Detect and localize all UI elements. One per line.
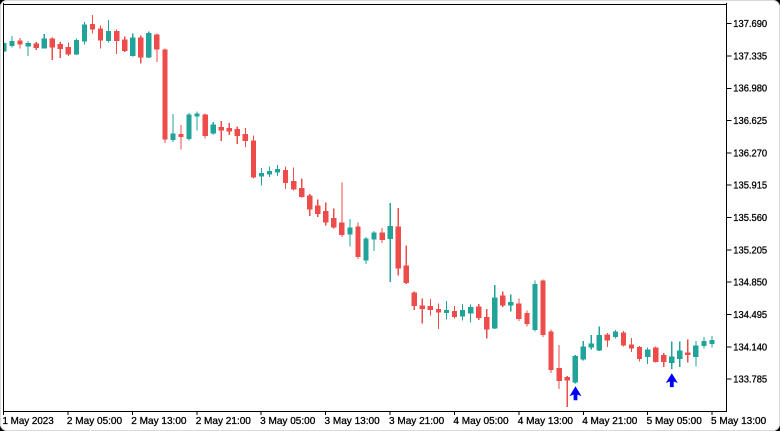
svg-text:5 May 13:00: 5 May 13:00 bbox=[711, 416, 766, 427]
svg-text:135.205: 135.205 bbox=[733, 245, 767, 256]
svg-text:1 May 2023: 1 May 2023 bbox=[3, 416, 54, 427]
svg-text:2 May 05:00: 2 May 05:00 bbox=[67, 416, 122, 427]
svg-text:4 May 21:00: 4 May 21:00 bbox=[582, 416, 637, 427]
svg-text:136.625: 136.625 bbox=[733, 116, 767, 127]
svg-text:2 May 21:00: 2 May 21:00 bbox=[196, 416, 251, 427]
svg-text:3 May 05:00: 3 May 05:00 bbox=[260, 416, 315, 427]
svg-text:136.980: 136.980 bbox=[733, 84, 767, 95]
svg-text:4 May 05:00: 4 May 05:00 bbox=[453, 416, 508, 427]
svg-text:134.850: 134.850 bbox=[733, 278, 767, 289]
svg-text:5 May 05:00: 5 May 05:00 bbox=[647, 416, 702, 427]
svg-text:137.690: 137.690 bbox=[733, 19, 767, 30]
svg-text:133.785: 133.785 bbox=[733, 375, 767, 386]
svg-text:137.335: 137.335 bbox=[733, 51, 767, 62]
svg-text:136.270: 136.270 bbox=[733, 148, 767, 159]
svg-text:4 May 13:00: 4 May 13:00 bbox=[518, 416, 573, 427]
svg-text:3 May 21:00: 3 May 21:00 bbox=[389, 416, 444, 427]
svg-text:135.560: 135.560 bbox=[733, 213, 767, 224]
svg-text:134.140: 134.140 bbox=[733, 342, 767, 353]
svg-text:134.495: 134.495 bbox=[733, 310, 767, 321]
svg-text:3 May 13:00: 3 May 13:00 bbox=[325, 416, 380, 427]
svg-text:2 May 13:00: 2 May 13:00 bbox=[131, 416, 186, 427]
svg-text:135.915: 135.915 bbox=[733, 181, 767, 192]
